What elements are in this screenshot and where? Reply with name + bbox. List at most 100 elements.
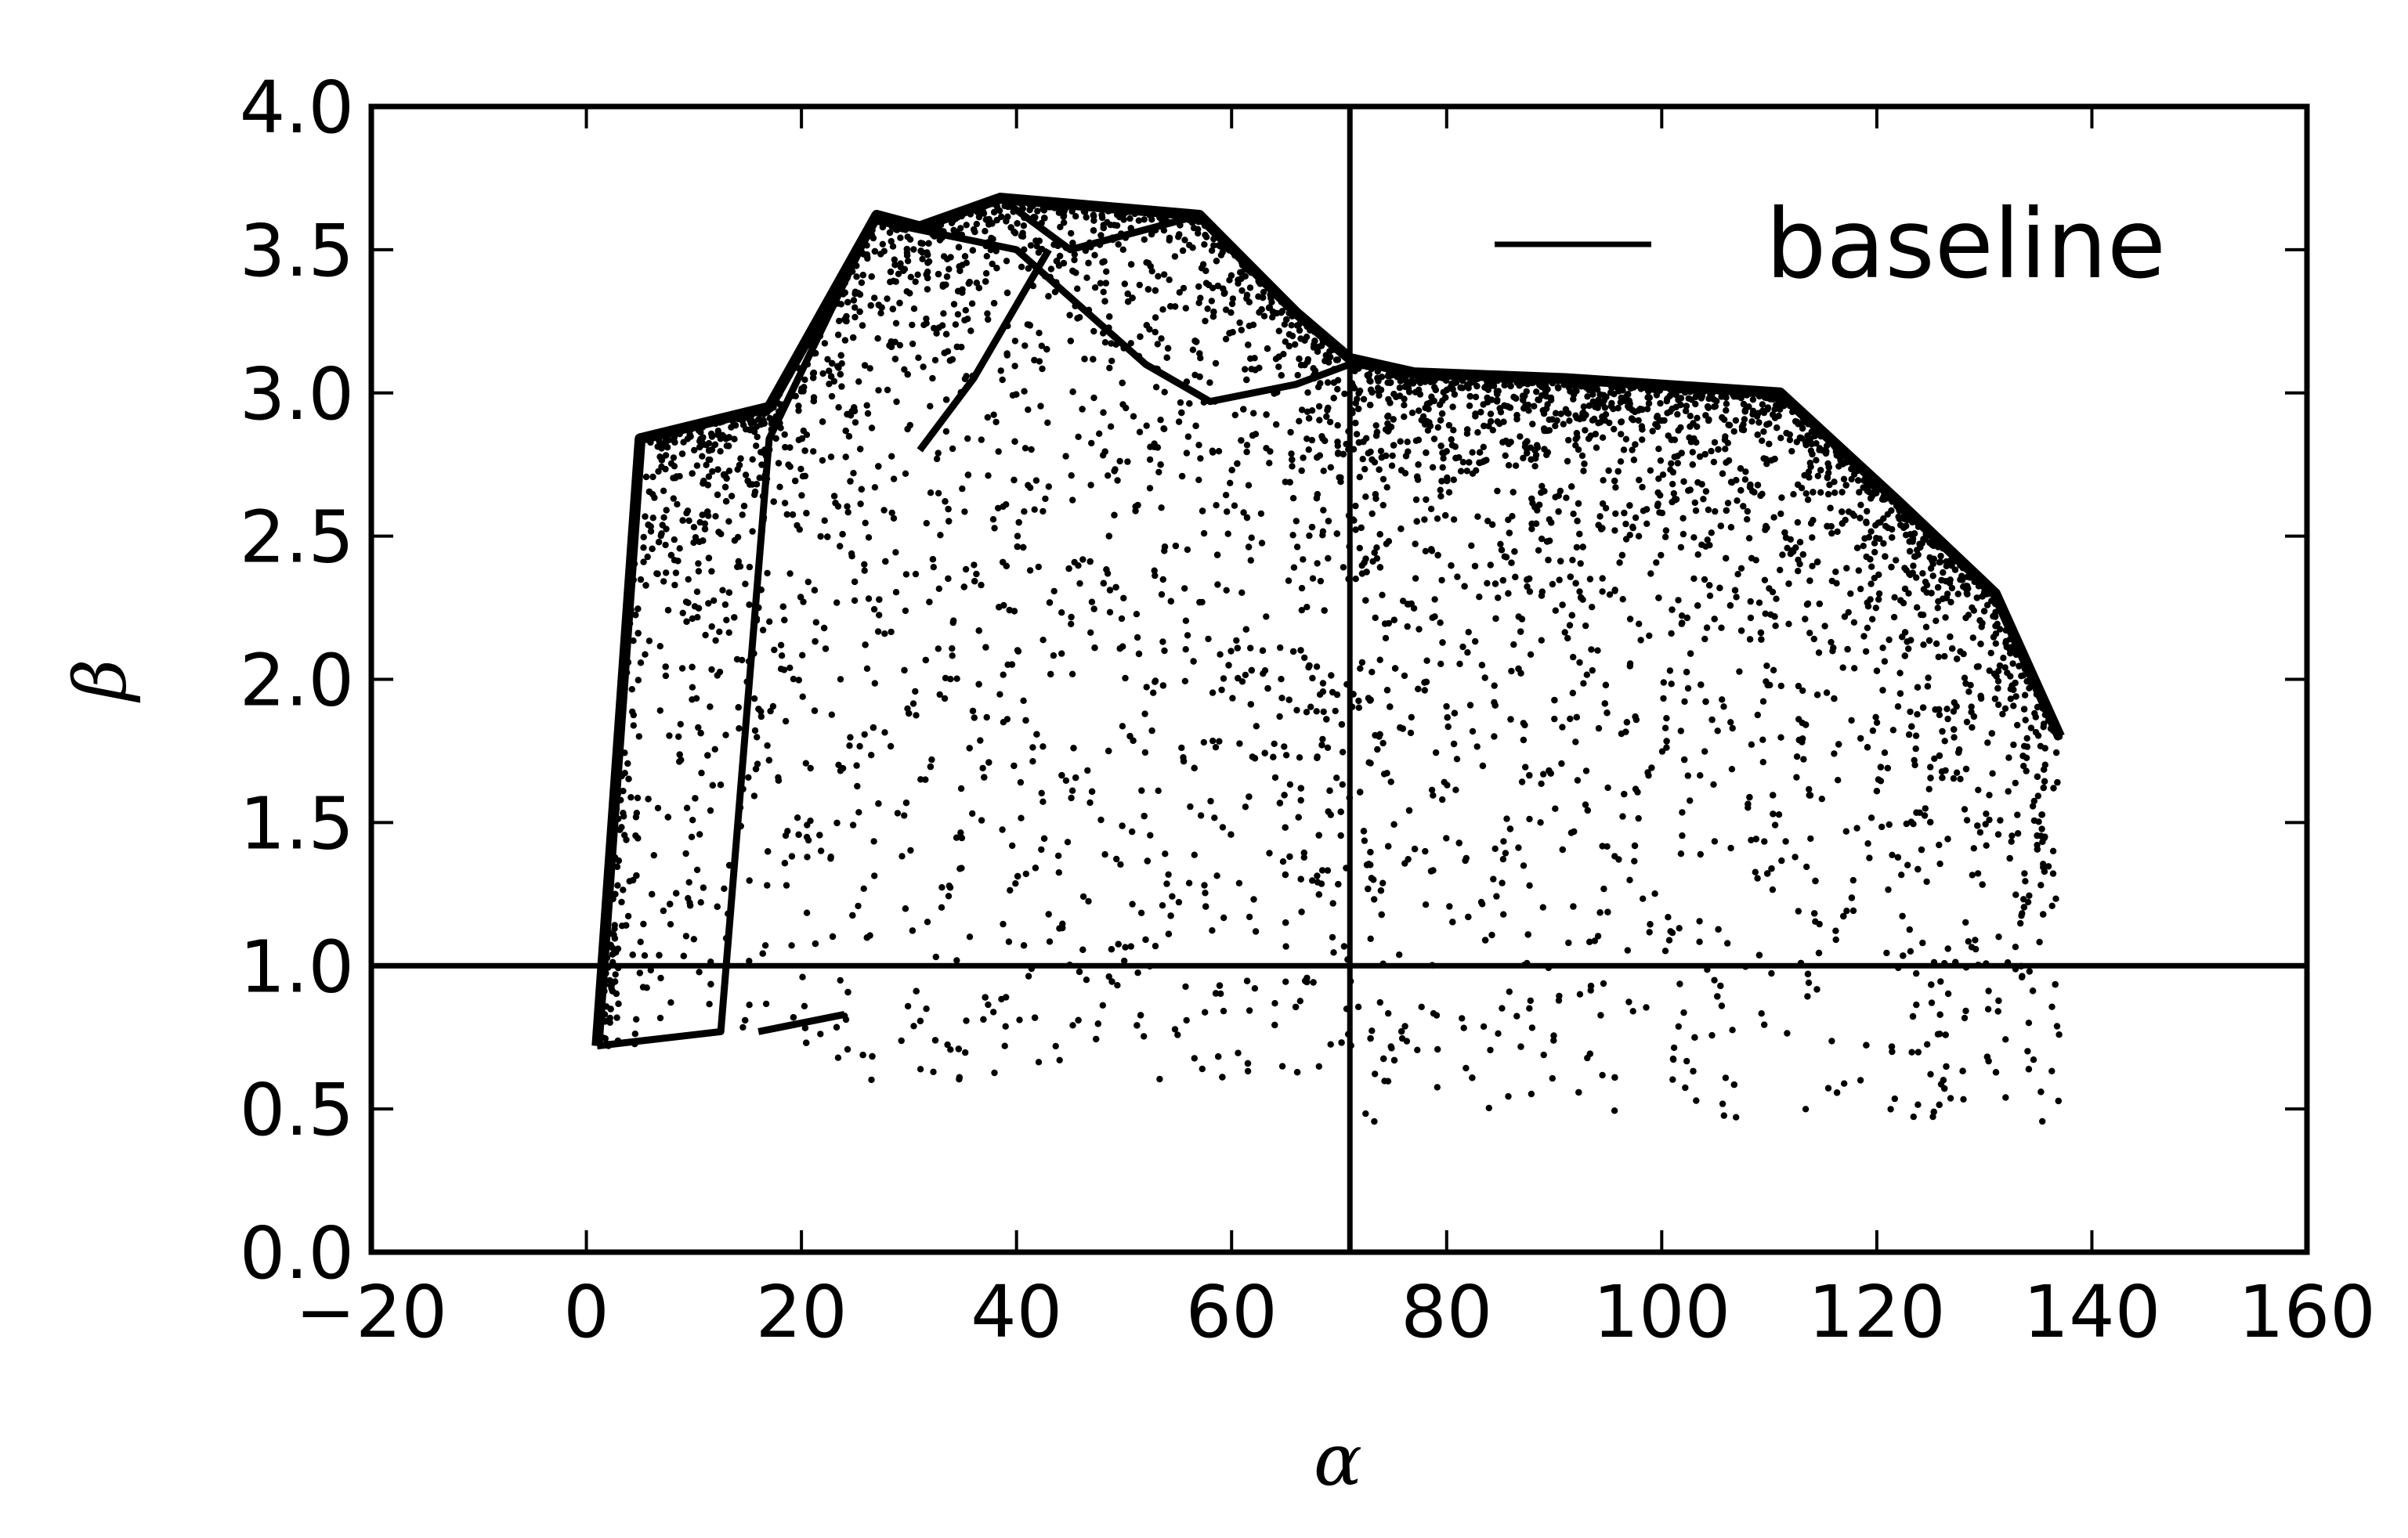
scatter-point: [1159, 638, 1166, 645]
scatter-point: [1759, 759, 1766, 766]
scatter-point: [1596, 513, 1604, 520]
scatter-point: [1745, 535, 1753, 542]
scatter-point: [1367, 935, 1374, 943]
scatter-point: [1238, 287, 1246, 294]
scatter-point: [1588, 646, 1595, 653]
scatter-point: [1850, 619, 1858, 626]
scatter-point: [1968, 703, 1975, 710]
scatter-point: [874, 628, 882, 635]
scatter-point: [1384, 413, 1391, 421]
scatter-point: [1209, 689, 1217, 696]
scatter-point: [1308, 436, 1316, 444]
scatter-point: [1793, 753, 1801, 760]
scatter-point: [613, 1014, 620, 1021]
scatter-point: [1107, 423, 1115, 430]
scatter-point: [642, 473, 650, 481]
scatter-point: [984, 413, 992, 421]
scatter-point: [1963, 817, 1971, 824]
scatter-point: [1278, 695, 1285, 702]
scatter-point: [750, 792, 758, 800]
scatter-point: [2048, 1003, 2055, 1010]
scatter-point: [1266, 850, 1273, 857]
scatter-point: [2023, 743, 2031, 750]
scatter-point: [1071, 251, 1079, 258]
scatter-point: [1021, 342, 1029, 349]
scatter-point: [1257, 510, 1265, 518]
scatter-point: [1158, 335, 1165, 342]
scatter-point: [1920, 641, 1927, 648]
scatter-point: [1497, 540, 1504, 547]
scatter-point: [817, 847, 825, 854]
scatter-point: [1247, 557, 1255, 564]
scatter-point: [1229, 695, 1236, 702]
scatter-point: [1266, 460, 1273, 467]
scatter-point: [841, 337, 849, 344]
scatter-point: [1222, 335, 1230, 343]
scatter-point: [1246, 323, 1253, 330]
scatter-point: [1111, 468, 1118, 475]
scatter-point: [1356, 387, 1364, 395]
scatter-point: [1205, 635, 1212, 643]
scatter-point: [1599, 588, 1606, 595]
scatter-point: [1179, 247, 1187, 255]
scatter-point: [660, 578, 667, 585]
scatter-point: [1589, 417, 1596, 424]
scatter-point: [1622, 536, 1630, 543]
scatter-point: [639, 984, 647, 991]
scatter-point: [1933, 617, 1940, 624]
scatter-point: [1414, 1046, 1421, 1054]
scatter-point: [1372, 1070, 1379, 1078]
scatter-point: [1122, 944, 1129, 951]
scatter-point: [1696, 453, 1704, 460]
scatter-point: [933, 330, 940, 337]
scatter-point: [1683, 403, 1690, 410]
scatter-point: [1253, 723, 1260, 730]
scatter-point: [762, 1000, 770, 1008]
scatter-point: [1271, 774, 1279, 782]
scatter-point: [1150, 689, 1157, 696]
scatter-point: [1396, 951, 1403, 959]
scatter-point: [2052, 749, 2060, 756]
scatter-point: [645, 637, 653, 644]
scatter-point: [851, 288, 859, 295]
scatter-point: [1397, 438, 1404, 445]
scatter-point: [1925, 674, 1932, 681]
scatter-point: [655, 468, 662, 475]
scatter-point: [892, 320, 900, 327]
scatter-point: [1880, 540, 1887, 547]
scatter-point: [1384, 1078, 1392, 1085]
scatter-point: [694, 614, 701, 621]
scatter-point: [1919, 570, 1926, 577]
scatter-point: [1520, 720, 1528, 727]
scatter-point: [1487, 410, 1495, 417]
scatter-point: [1669, 930, 1676, 937]
scatter-point: [1689, 449, 1696, 456]
scatter-point: [641, 952, 649, 959]
scatter-point: [1914, 1101, 1922, 1108]
scatter-point: [756, 475, 763, 482]
scatter-point: [847, 734, 854, 741]
scatter-point: [1271, 1000, 1278, 1007]
scatter-point: [1316, 417, 1323, 424]
scatter-point: [1129, 901, 1136, 908]
scatter-point: [1645, 772, 1652, 779]
scatter-point: [1243, 291, 1251, 298]
scatter-point: [734, 563, 741, 571]
scatter-point: [1669, 481, 1676, 488]
scatter-point: [1927, 565, 1935, 572]
scatter-point: [682, 933, 690, 940]
scatter-point: [1785, 620, 1792, 627]
scatter-point: [750, 695, 758, 702]
scatter-point: [1994, 1008, 2001, 1015]
scatter-point: [1572, 738, 1579, 746]
scatter-point: [1499, 856, 1507, 863]
scatter-point: [654, 804, 662, 812]
scatter-point: [2040, 861, 2047, 868]
scatter-point: [2002, 1036, 2009, 1043]
scatter-point: [2021, 870, 2028, 877]
scatter-point: [695, 568, 703, 575]
scatter-point: [1604, 784, 1611, 792]
scatter-point: [1841, 613, 1849, 620]
scatter-point: [725, 629, 732, 636]
